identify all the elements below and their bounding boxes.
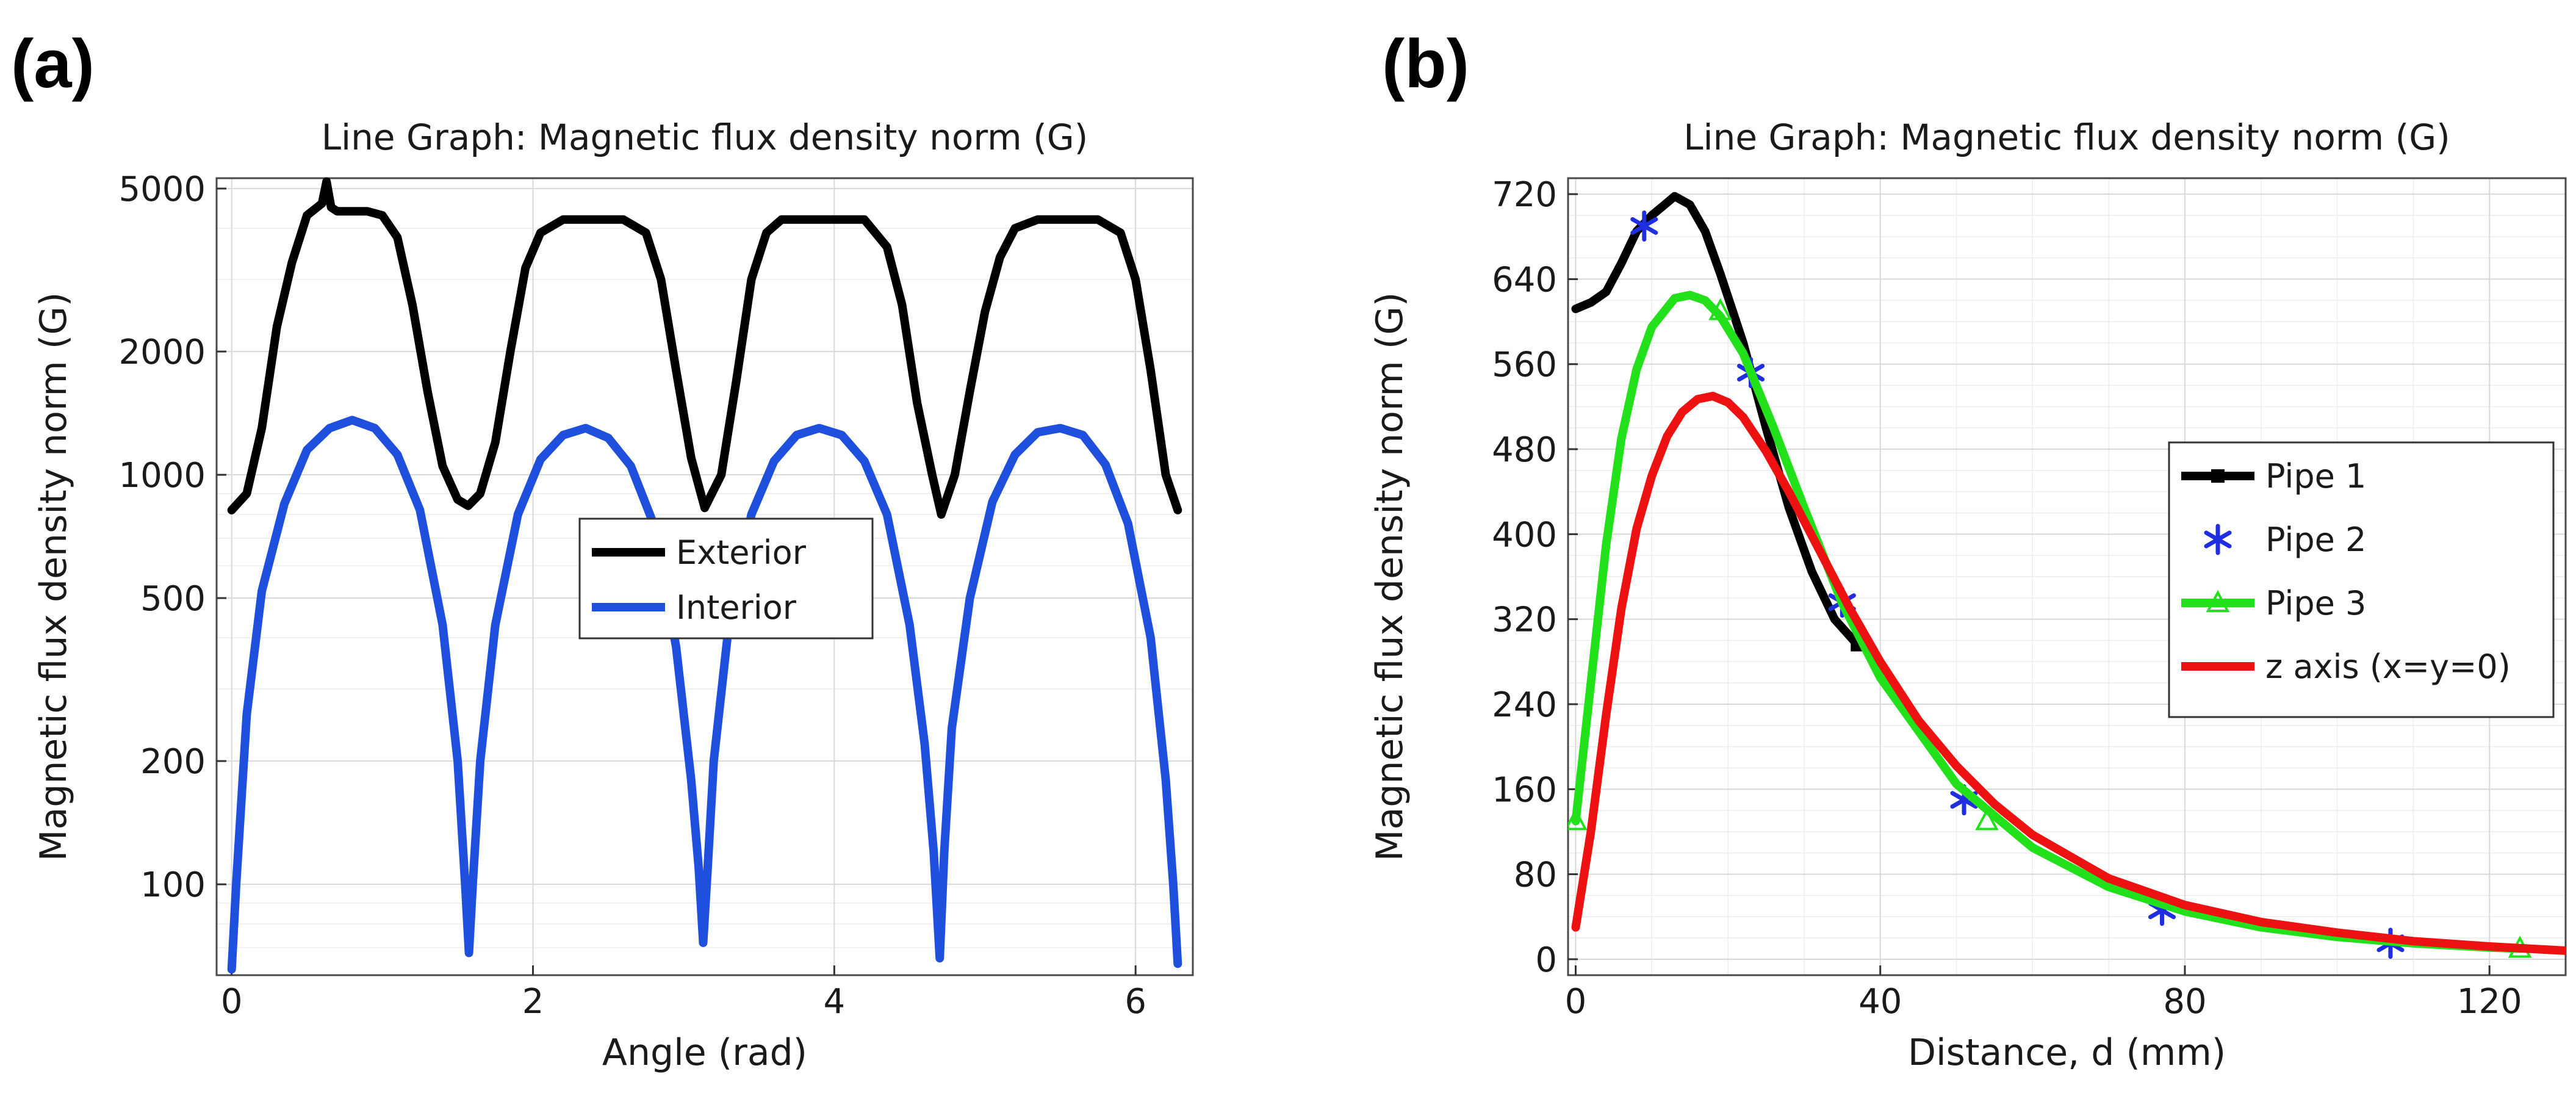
- legend-marker-pipe-2: [2204, 524, 2232, 555]
- data-point-pipe-3: [1975, 808, 1999, 831]
- x-tick-label: 2: [522, 982, 544, 1022]
- x-tick-label: 6: [1124, 982, 1146, 1022]
- legend-box: [2168, 441, 2555, 718]
- y-tick-label: 400: [1492, 515, 1557, 555]
- x-tick-label: 0: [221, 982, 243, 1022]
- data-point-pipe-3: [1708, 298, 1732, 320]
- legend-label-pipe-1: Pipe 1: [2265, 457, 2366, 496]
- series-line-interior: [227, 416, 1182, 974]
- legend-label-interior: Interior: [676, 588, 797, 627]
- data-point-pipe-3: [1568, 808, 1588, 831]
- chart-title: Line Graph: Magnetic flux density norm (…: [322, 117, 1088, 158]
- y-tick-label: 640: [1492, 260, 1557, 300]
- x-tick-label: 4: [824, 982, 846, 1022]
- legend-box: [578, 517, 874, 640]
- y-tick-label: 80: [1514, 856, 1557, 895]
- panel-label-a: (a): [11, 26, 95, 102]
- y-tick-label: 240: [1492, 685, 1557, 725]
- legend-label-pipe-3: Pipe 3: [2265, 584, 2366, 622]
- y-tick-label: 720: [1492, 175, 1557, 215]
- y-tick-label: 2000: [118, 333, 206, 372]
- y-tick-label: 5000: [118, 170, 206, 209]
- chart-b: 0 40 80 120 0 80 160 240 320 400 480 560 640 720 Line …: [1369, 117, 2567, 1074]
- legend-marker-pipe-1: [2211, 469, 2225, 483]
- legend-label-z-axis-x-y-0: z axis (x=y=0): [2265, 647, 2511, 686]
- legend-label-exterior: Exterior: [676, 533, 807, 572]
- chart-title: Line Graph: Magnetic flux density norm (…: [1683, 117, 2450, 158]
- y-tick-label: 200: [140, 742, 206, 782]
- legend-marker-pipe-3: [2206, 589, 2230, 612]
- y-tick-label: 1000: [118, 456, 206, 496]
- series-line-pipe-3: [1571, 290, 2525, 953]
- y-tick-label: 480: [1492, 430, 1557, 470]
- series-line-pipe-1: [1571, 192, 1862, 649]
- y-tick-label: 500: [140, 579, 206, 619]
- y-tick-label: 0: [1535, 940, 1557, 980]
- x-axis-label: Angle (rad): [602, 1031, 807, 1074]
- plot-area: [227, 177, 1182, 974]
- legend: Exterior Interior: [578, 517, 874, 640]
- plot-area: [1568, 192, 2566, 959]
- y-tick-label: 100: [140, 865, 206, 905]
- y-tick-label: 320: [1492, 600, 1557, 640]
- plot-frame: [215, 177, 1194, 976]
- y-axis-label: Magnetic flux density norm (G): [32, 292, 75, 861]
- series-line-exterior: [227, 177, 1182, 519]
- data-point-pipe-2: [1630, 210, 1658, 242]
- x-axis-label: Distance, d (mm): [1908, 1031, 2226, 1074]
- x-tick-label: 0: [1565, 982, 1587, 1022]
- x-tick-label: 40: [1858, 982, 1902, 1022]
- series-line-z-axis-x-y-0: [1571, 392, 2566, 955]
- chart-a: 0 2 4 6 100 200 500 1000 2000 5000 Line Graph: Mag…: [32, 117, 1194, 1074]
- y-tick-label: 560: [1492, 345, 1557, 385]
- plot-frame: [1567, 177, 2567, 976]
- legend-label-pipe-2: Pipe 2: [2265, 521, 2366, 559]
- legend: Pipe 1 Pipe 2 Pipe 3 z axis (x=y=0): [2168, 441, 2555, 718]
- x-tick-label: 80: [2163, 982, 2206, 1022]
- y-axis-label: Magnetic flux density norm (G): [1369, 292, 1411, 861]
- y-tick-label: 160: [1492, 770, 1557, 810]
- panel-label-b: (b): [1382, 26, 1470, 102]
- x-tick-label: 120: [2457, 982, 2522, 1022]
